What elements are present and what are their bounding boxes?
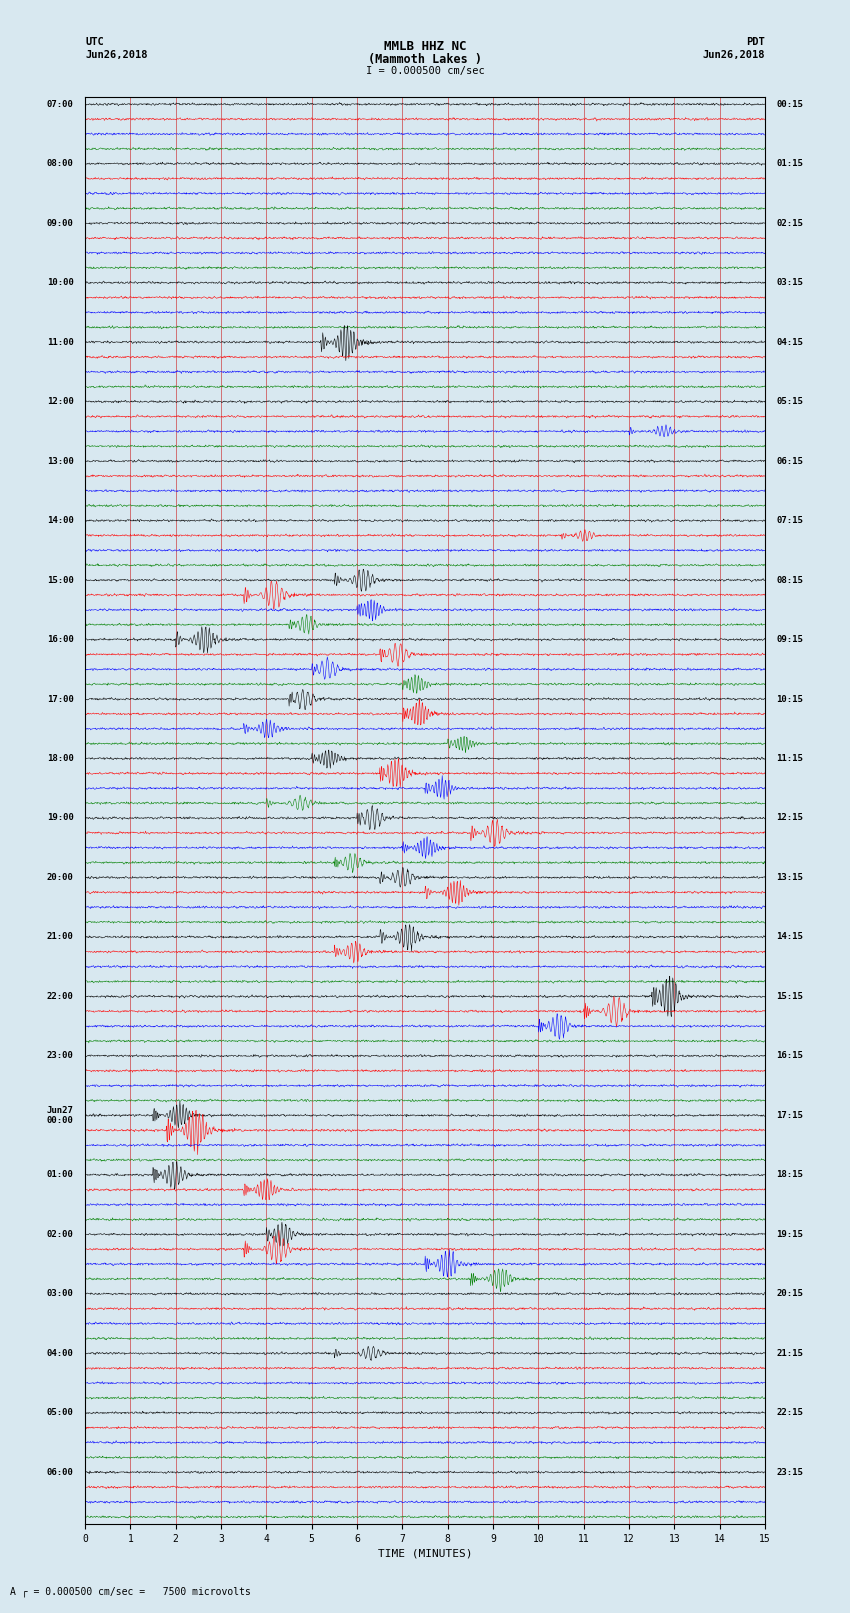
Text: 13:00: 13:00: [47, 456, 74, 466]
Text: 16:00: 16:00: [47, 636, 74, 644]
Text: 09:15: 09:15: [776, 636, 803, 644]
Text: PDT: PDT: [746, 37, 765, 47]
Text: Jun26,2018: Jun26,2018: [85, 50, 148, 60]
Text: 15:00: 15:00: [47, 576, 74, 584]
Text: UTC: UTC: [85, 37, 104, 47]
Text: 04:15: 04:15: [776, 337, 803, 347]
Text: A ┌ = 0.000500 cm/sec =   7500 microvolts: A ┌ = 0.000500 cm/sec = 7500 microvolts: [10, 1586, 251, 1597]
Text: 21:15: 21:15: [776, 1348, 803, 1358]
Text: Jun26,2018: Jun26,2018: [702, 50, 765, 60]
Text: 22:15: 22:15: [776, 1408, 803, 1418]
Text: 23:15: 23:15: [776, 1468, 803, 1478]
Text: 14:00: 14:00: [47, 516, 74, 526]
Text: 15:15: 15:15: [776, 992, 803, 1002]
Text: 17:15: 17:15: [776, 1111, 803, 1119]
Text: 08:00: 08:00: [47, 160, 74, 168]
X-axis label: TIME (MINUTES): TIME (MINUTES): [377, 1548, 473, 1558]
Text: 07:15: 07:15: [776, 516, 803, 526]
Text: 12:00: 12:00: [47, 397, 74, 406]
Text: (Mammoth Lakes ): (Mammoth Lakes ): [368, 53, 482, 66]
Text: 17:00: 17:00: [47, 695, 74, 703]
Text: 06:15: 06:15: [776, 456, 803, 466]
Text: 08:15: 08:15: [776, 576, 803, 584]
Text: 16:15: 16:15: [776, 1052, 803, 1060]
Text: 05:15: 05:15: [776, 397, 803, 406]
Text: 10:00: 10:00: [47, 277, 74, 287]
Text: 21:00: 21:00: [47, 932, 74, 942]
Text: 19:15: 19:15: [776, 1229, 803, 1239]
Text: 09:00: 09:00: [47, 219, 74, 227]
Text: I = 0.000500 cm/sec: I = 0.000500 cm/sec: [366, 66, 484, 76]
Text: 00:15: 00:15: [776, 100, 803, 108]
Text: 11:00: 11:00: [47, 337, 74, 347]
Text: MMLB HHZ NC: MMLB HHZ NC: [383, 40, 467, 53]
Text: 14:15: 14:15: [776, 932, 803, 942]
Text: 01:00: 01:00: [47, 1171, 74, 1179]
Text: 01:15: 01:15: [776, 160, 803, 168]
Text: 03:00: 03:00: [47, 1289, 74, 1298]
Text: 18:00: 18:00: [47, 753, 74, 763]
Text: 05:00: 05:00: [47, 1408, 74, 1418]
Text: 10:15: 10:15: [776, 695, 803, 703]
Text: 13:15: 13:15: [776, 873, 803, 882]
Text: Jun27
00:00: Jun27 00:00: [47, 1105, 74, 1124]
Text: 06:00: 06:00: [47, 1468, 74, 1478]
Text: 02:15: 02:15: [776, 219, 803, 227]
Text: 04:00: 04:00: [47, 1348, 74, 1358]
Text: 02:00: 02:00: [47, 1229, 74, 1239]
Text: 12:15: 12:15: [776, 813, 803, 823]
Text: 23:00: 23:00: [47, 1052, 74, 1060]
Text: 18:15: 18:15: [776, 1171, 803, 1179]
Text: 19:00: 19:00: [47, 813, 74, 823]
Text: 20:00: 20:00: [47, 873, 74, 882]
Text: 07:00: 07:00: [47, 100, 74, 108]
Text: 11:15: 11:15: [776, 753, 803, 763]
Text: 03:15: 03:15: [776, 277, 803, 287]
Text: 22:00: 22:00: [47, 992, 74, 1002]
Text: 20:15: 20:15: [776, 1289, 803, 1298]
